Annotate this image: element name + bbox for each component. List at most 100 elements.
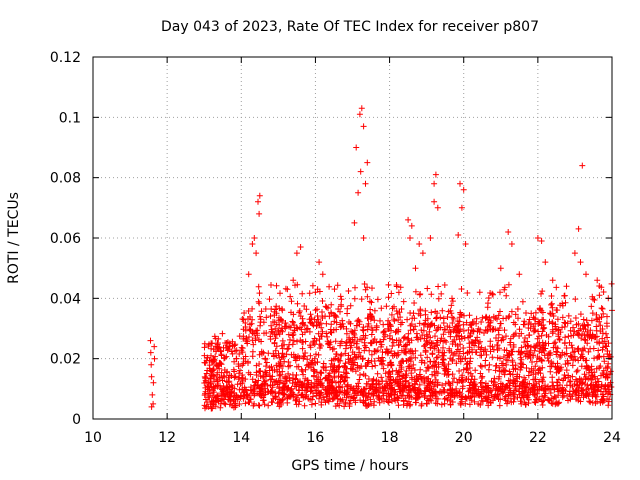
data-point [317, 392, 323, 399]
data-point [403, 346, 409, 352]
data-point [590, 296, 597, 303]
data-point [335, 379, 342, 386]
data-point [554, 349, 561, 356]
data-point [503, 361, 510, 368]
data-point [329, 378, 336, 385]
data-point [256, 290, 263, 297]
data-point [343, 370, 350, 377]
data-point [440, 338, 447, 345]
data-point [358, 296, 365, 303]
data-point [316, 336, 323, 343]
data-point [543, 332, 550, 338]
data-point [523, 310, 529, 316]
data-point [251, 400, 258, 407]
data-point [358, 336, 365, 343]
data-point [585, 369, 592, 376]
data-point [551, 393, 558, 400]
data-point [331, 368, 338, 375]
data-point [239, 316, 246, 322]
data-point [351, 340, 357, 346]
data-point [368, 313, 375, 320]
data-point [380, 392, 387, 399]
data-point [365, 381, 371, 387]
data-point [411, 315, 418, 322]
data-point [503, 347, 510, 354]
data-point [431, 381, 438, 387]
data-point [220, 383, 227, 389]
data-point [332, 392, 339, 399]
data-point [257, 313, 263, 320]
data-point [267, 376, 274, 383]
data-point [306, 328, 313, 335]
data-point [385, 321, 392, 328]
data-point [572, 315, 579, 321]
data-point [418, 359, 425, 366]
data-point [591, 369, 598, 376]
data-point [588, 303, 595, 310]
data-point [561, 372, 568, 378]
data-point [506, 391, 513, 398]
data-point [505, 352, 511, 359]
data-point [466, 312, 473, 319]
data-point [350, 394, 356, 401]
data-point [424, 400, 430, 407]
data-point [314, 359, 321, 365]
data-point [389, 336, 396, 343]
data-point [439, 352, 446, 359]
data-point [435, 361, 442, 368]
data-point [553, 399, 560, 406]
data-point [538, 322, 545, 329]
data-point [485, 366, 492, 373]
data-point [593, 381, 600, 388]
data-point [347, 302, 354, 309]
data-point [207, 375, 214, 382]
data-point [344, 305, 351, 312]
data-point [427, 235, 434, 241]
data-point [202, 374, 209, 381]
data-point [489, 354, 496, 361]
data-point [262, 355, 269, 362]
data-point [441, 362, 448, 369]
data-point [565, 312, 572, 319]
data-point [391, 303, 397, 310]
data-point [573, 368, 580, 375]
data-point [265, 402, 272, 409]
data-point [299, 290, 306, 297]
data-point [411, 367, 418, 373]
data-point [277, 371, 284, 378]
data-point [570, 357, 577, 364]
data-point [388, 348, 395, 355]
data-point [532, 309, 539, 316]
data-point [388, 391, 395, 397]
data-point [434, 395, 441, 402]
data-point [545, 351, 552, 358]
data-point [327, 363, 334, 370]
data-point [267, 313, 274, 320]
data-point [303, 306, 310, 313]
data-point [235, 394, 241, 401]
data-point [432, 359, 439, 366]
data-point [594, 375, 601, 382]
data-point [412, 288, 419, 295]
data-point [506, 313, 513, 319]
data-point [449, 295, 455, 302]
data-point [440, 356, 447, 363]
data-point [588, 317, 595, 324]
data-point [341, 362, 348, 369]
data-point [605, 402, 612, 409]
data-point [581, 371, 588, 378]
data-point [466, 401, 473, 408]
data-point [530, 371, 537, 378]
data-point [591, 387, 598, 393]
data-point [385, 281, 392, 288]
data-point [564, 320, 571, 327]
data-point [290, 311, 297, 318]
data-point [374, 370, 381, 377]
data-point [343, 330, 350, 337]
data-point [577, 398, 584, 405]
data-point [454, 318, 461, 324]
data-point [240, 316, 247, 323]
data-point [449, 386, 456, 393]
data-point [292, 397, 299, 404]
data-point [268, 399, 275, 405]
